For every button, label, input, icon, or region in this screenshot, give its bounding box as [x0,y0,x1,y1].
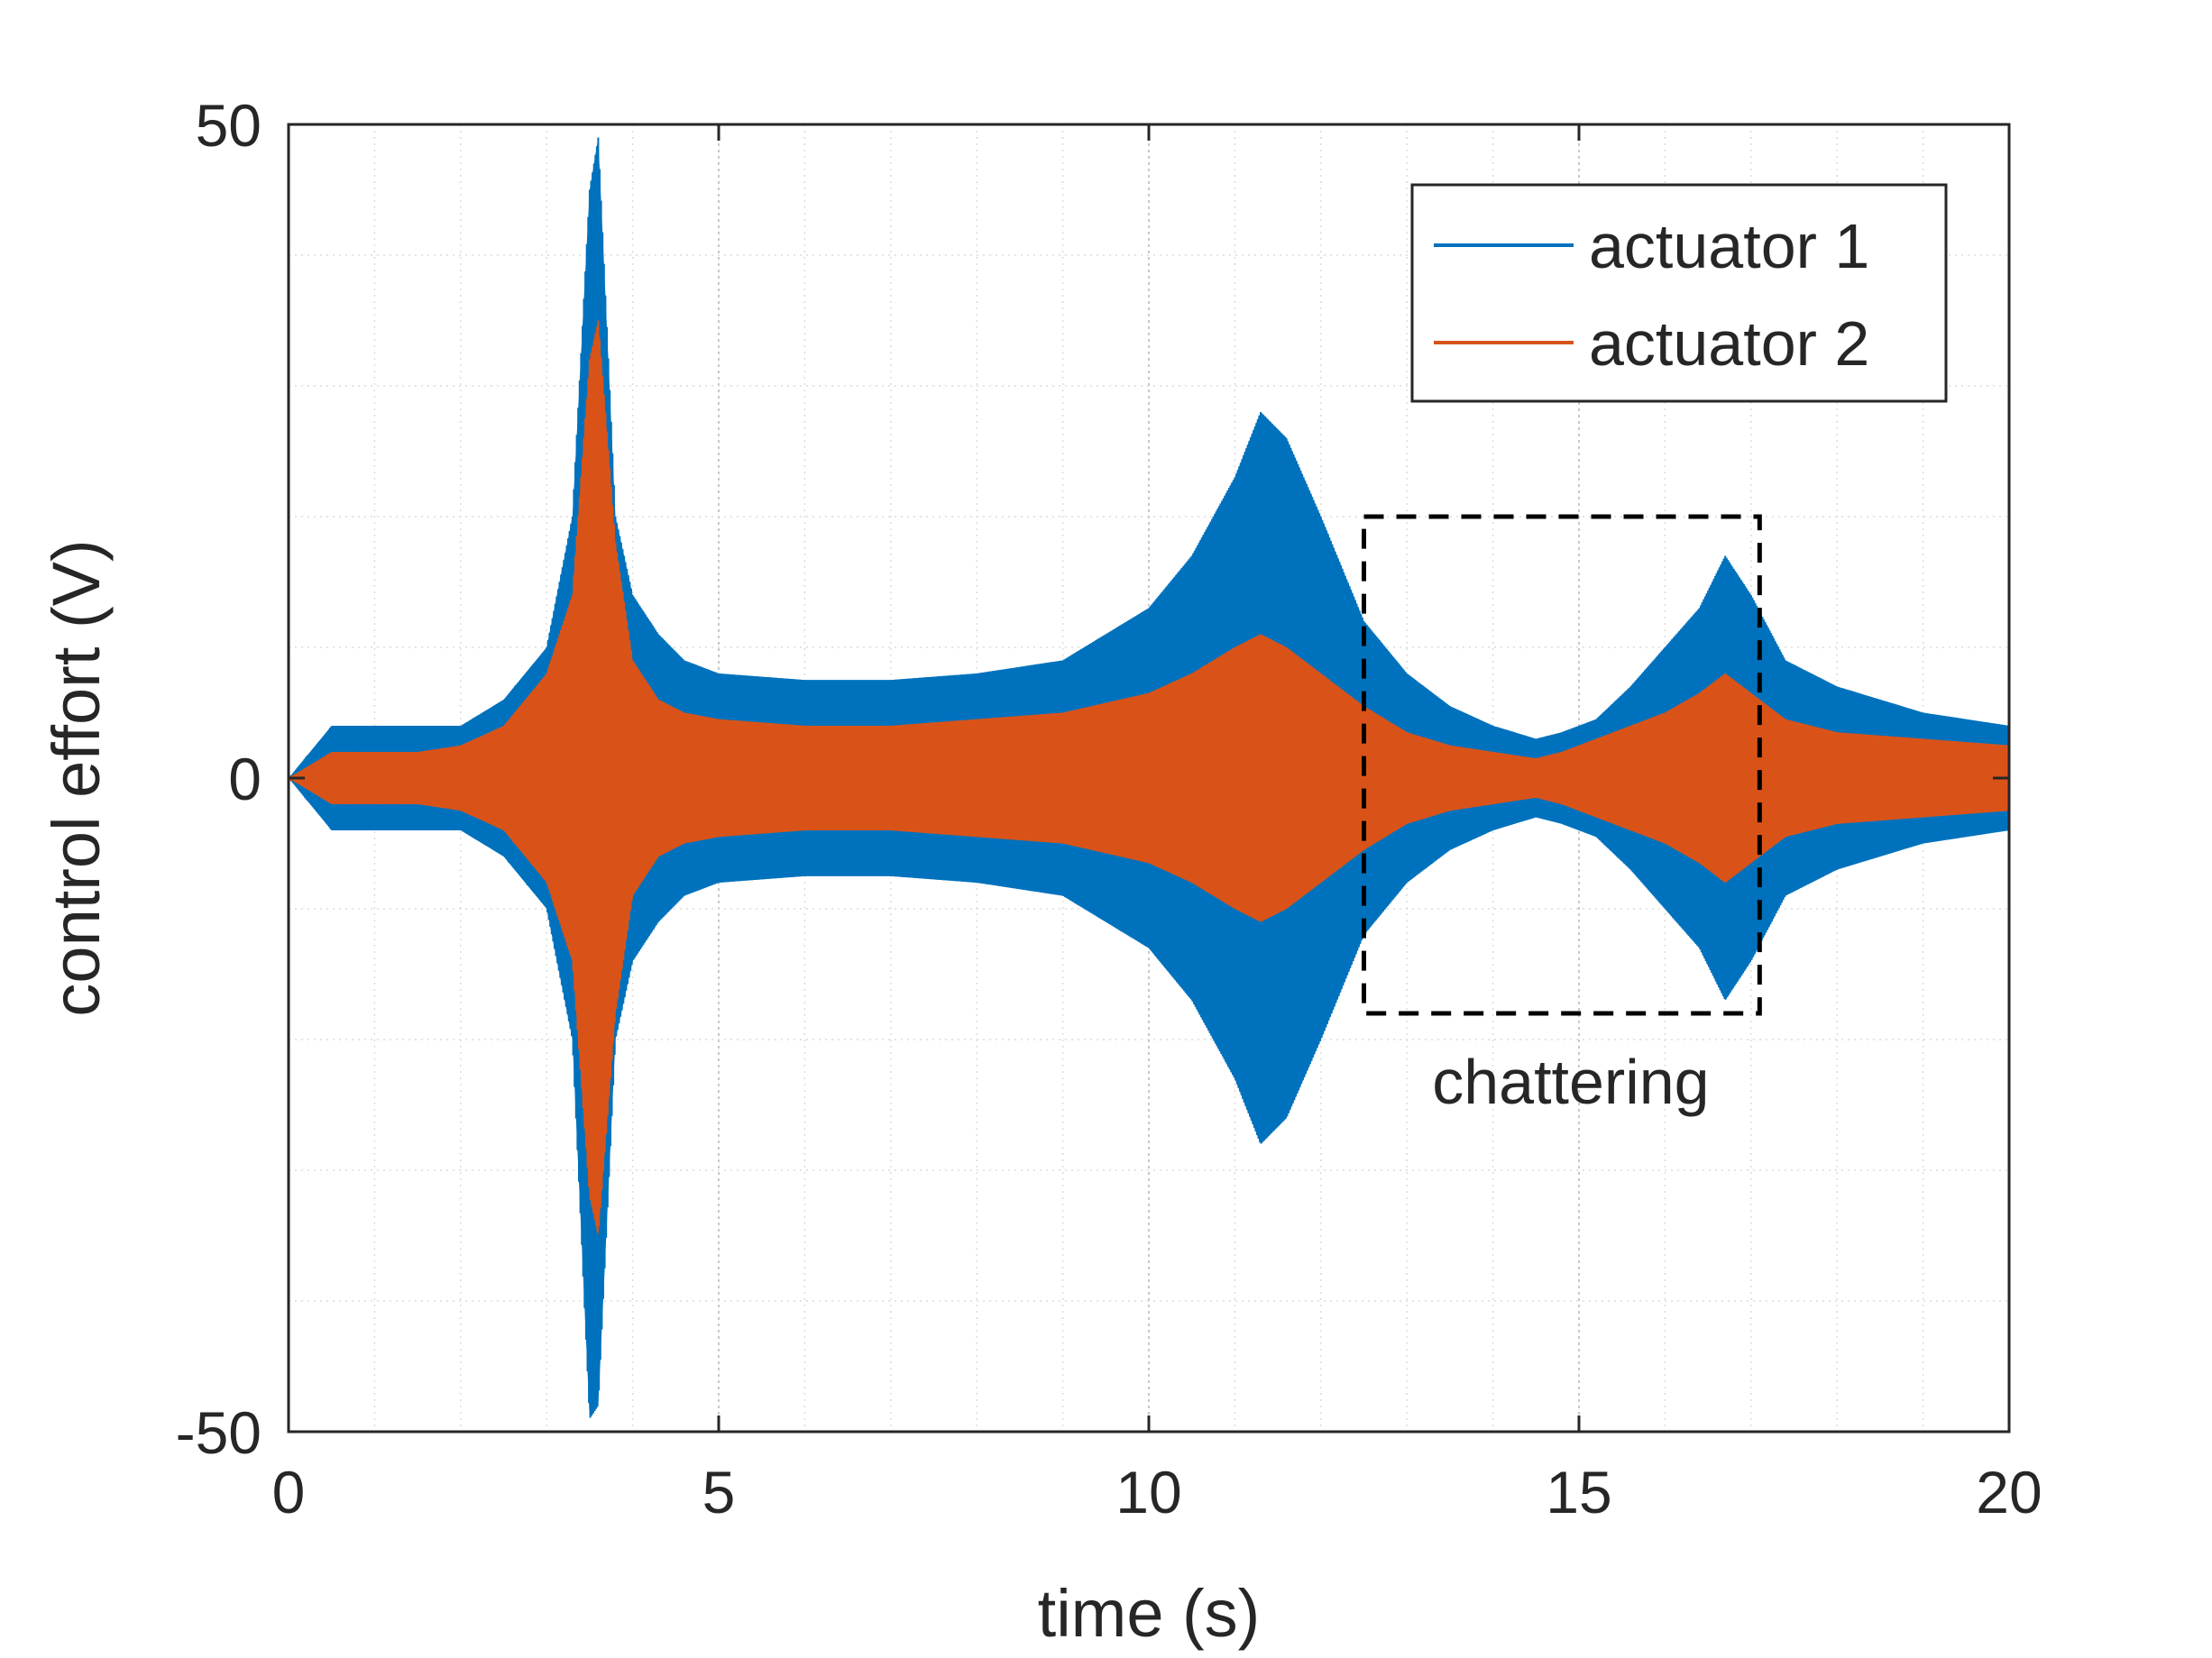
y-tick-label: 0 [228,746,262,812]
legend: actuator 1 actuator 2 [1410,183,1948,403]
series-line-actuator-1 [288,137,2010,1418]
legend-label-actuator-2: actuator 2 [1589,308,1869,379]
legend-box [1410,183,1948,403]
x-axis-label: time (s) [1038,1576,1261,1651]
series-layer [288,137,2010,1419]
y-axis-label: control effort (V) [39,539,114,1016]
legend-label-actuator-1: actuator 1 [1589,211,1869,281]
annotation-layer: chattering [1362,514,1762,1117]
x-tick-label: 15 [1546,1459,1611,1525]
series-line-actuator-2 [288,320,2010,1232]
x-tick-label: 20 [1976,1459,2042,1525]
x-tick-label: 10 [1115,1459,1181,1525]
x-tick-label: 5 [702,1459,736,1525]
chattering-box [1362,514,1762,1016]
series-actuator-2 [288,320,2010,1236]
y-tick-label: -50 [176,1399,262,1466]
y-tick-label: 50 [196,92,262,159]
x-tick-label: 0 [272,1459,306,1525]
chattering-label: chattering [1432,1047,1709,1117]
